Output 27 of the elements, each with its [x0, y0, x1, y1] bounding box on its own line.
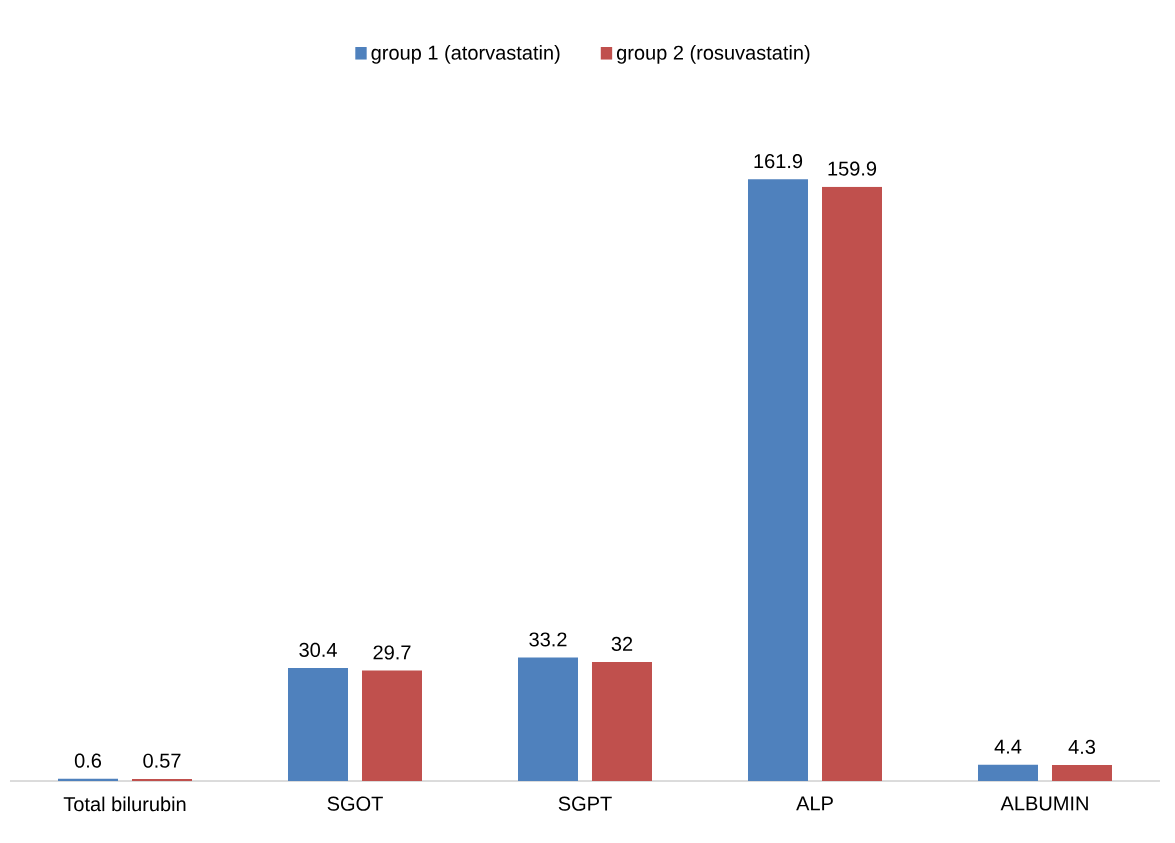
data-label: 4.3 — [1068, 739, 1096, 754]
data-label: 30.4 — [299, 642, 337, 657]
data-label: 29.7 — [373, 645, 411, 660]
data-label: 0.57 — [143, 753, 181, 768]
legend-label: group 1 (atorvastatin) — [371, 45, 560, 64]
data-label: 159.9 — [828, 161, 877, 176]
x-tick-label: ALBUMIN — [1000, 796, 1088, 811]
x-tick-label: SGOT — [327, 796, 383, 811]
data-label: 33.2 — [529, 632, 567, 647]
bar — [288, 668, 348, 781]
data-label: 161.9 — [754, 154, 803, 169]
data-label: 0.6 — [74, 753, 102, 768]
legend-label: group 2 (rosuvastatin) — [617, 45, 810, 64]
x-tick-label: SGPT — [558, 796, 612, 811]
bar — [1052, 765, 1112, 781]
data-label: 4.4 — [994, 739, 1022, 754]
bar — [362, 670, 422, 781]
bar — [822, 186, 882, 781]
bar — [132, 778, 192, 781]
bar — [978, 764, 1038, 781]
data-label: 32 — [611, 636, 633, 651]
bar — [748, 179, 808, 781]
x-tick-label: Total bilurubin — [63, 796, 186, 812]
x-tick-label: ALP — [796, 796, 833, 811]
bar — [518, 657, 578, 781]
bar — [592, 662, 652, 781]
bar — [58, 778, 118, 781]
